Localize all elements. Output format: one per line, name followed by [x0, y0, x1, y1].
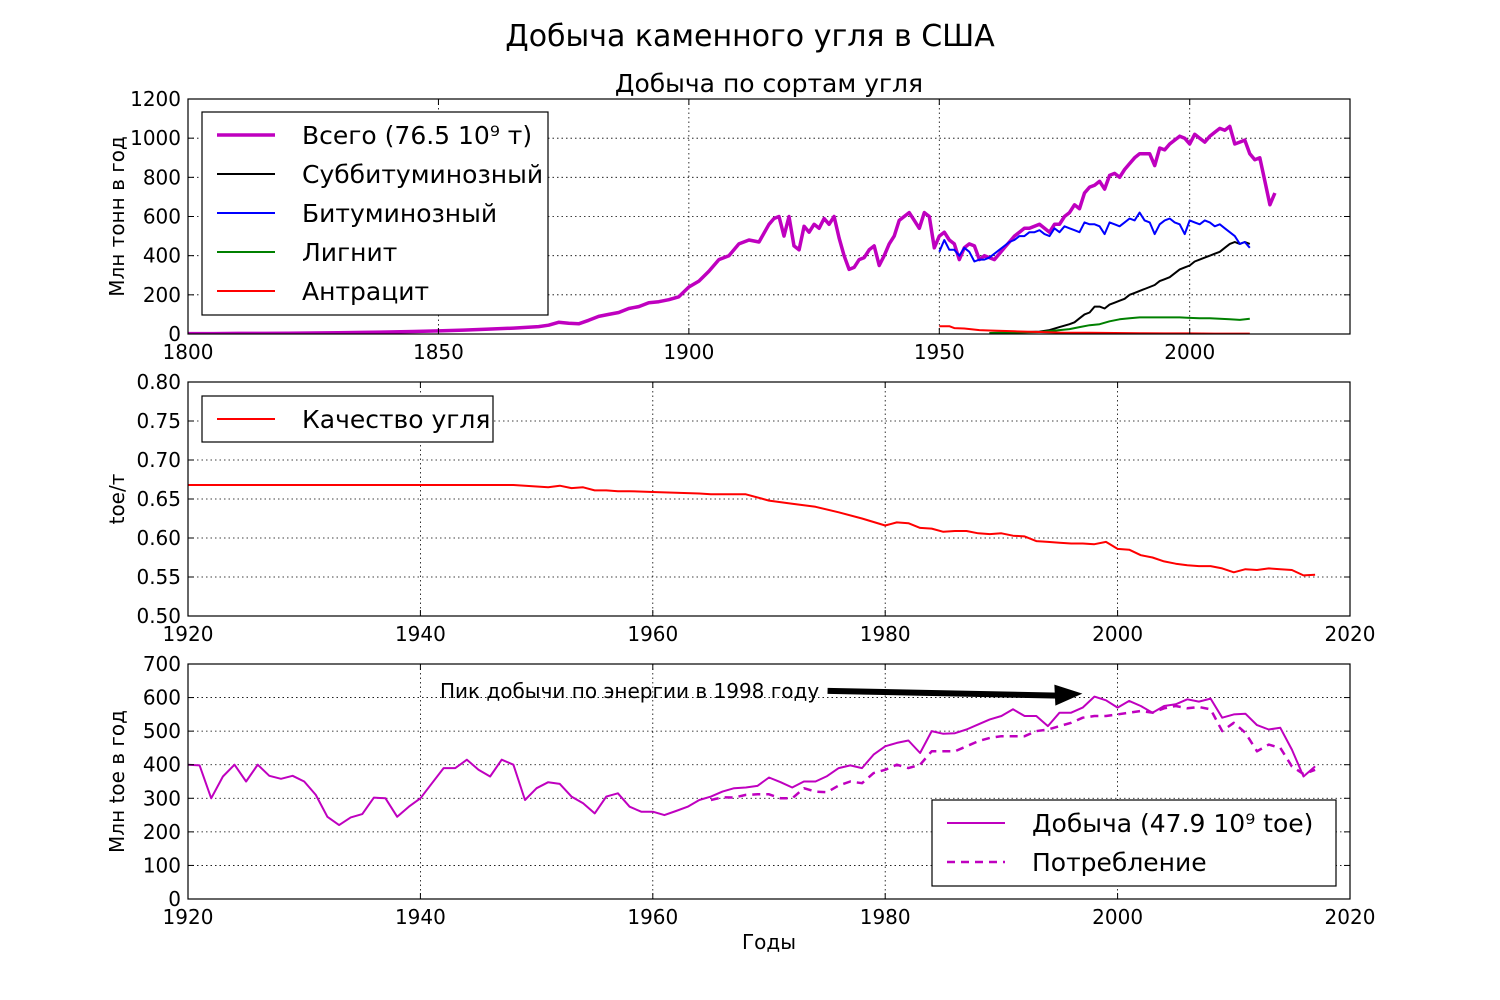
- y-tick-label: 100: [143, 853, 181, 877]
- x-tick-label: 1980: [860, 622, 911, 646]
- y-axis-label: Млн toe в год: [105, 710, 129, 853]
- y-tick-label: 200: [143, 820, 181, 844]
- series-lines: [188, 484, 1316, 577]
- x-tick-label: 2000: [1092, 622, 1143, 646]
- y-tick-label: 600: [143, 205, 181, 229]
- x-tick-label: 1940: [395, 622, 446, 646]
- y-tick-label: 300: [143, 786, 181, 810]
- y-tick-label: 400: [143, 753, 181, 777]
- x-tick-label: 1920: [163, 622, 214, 646]
- series-line-1: [188, 124, 1277, 334]
- x-tick-label: 2020: [1325, 905, 1376, 929]
- y-tick-label: 800: [143, 165, 181, 189]
- x-tick-label: 2000: [1092, 905, 1143, 929]
- y-tick-label: 400: [143, 244, 181, 268]
- series-line-2: [710, 704, 1316, 802]
- y-tick-label: 0.75: [136, 409, 181, 433]
- x-tick-label: 1850: [413, 340, 464, 364]
- series-line-3: [938, 211, 1251, 263]
- series-line-5: [939, 325, 1250, 334]
- x-tick-label: 1950: [914, 340, 965, 364]
- x-tick-label: 1920: [163, 905, 214, 929]
- y-axis-label: Млн тонн в год: [105, 136, 129, 297]
- legend-label: Антрацит: [302, 277, 429, 306]
- series-line-4: [989, 316, 1250, 334]
- legend-label: Потребление: [1032, 848, 1207, 877]
- x-tick-label: 1800: [163, 340, 214, 364]
- y-tick-label: 0: [168, 322, 181, 346]
- y-tick-label: 0.50: [136, 604, 181, 628]
- x-tick-label: 1960: [627, 622, 678, 646]
- legend-label: Добыча (47.9 10⁹ toe): [1032, 809, 1313, 838]
- y-tick-label: 0.80: [136, 370, 181, 394]
- subplot-title: Добыча по сортам угля: [615, 69, 923, 98]
- series-line-1: [188, 695, 1316, 827]
- annotation-arrow-head: [1054, 684, 1083, 706]
- series-line-2: [989, 241, 1251, 334]
- y-tick-label: 200: [143, 283, 181, 307]
- y-tick-label: 0: [168, 887, 181, 911]
- subplot-2: 1920 1940 1960 1980 2000 2020 0.50 0.55 0.60 0.65…: [105, 370, 1375, 646]
- annotation-arrow-shaft: [827, 687, 1059, 699]
- y-tick-label: 0.55: [136, 565, 181, 589]
- y-axis-label: toe/т: [105, 473, 129, 524]
- y-tick-label: 0.70: [136, 448, 181, 472]
- y-tick-label: 1200: [130, 87, 181, 111]
- annotation-text: Пик добычи по энергии в 1998 году: [440, 679, 819, 703]
- x-tick-label: 1980: [860, 905, 911, 929]
- figure-title: Добыча каменного угля в США: [505, 19, 995, 54]
- y-tick-label: 700: [143, 652, 181, 676]
- legend-label: Качество угля: [302, 405, 490, 434]
- x-tick-label: 2020: [1325, 622, 1376, 646]
- ticks: 1920 1940 1960 1980 2000 2020 0 100 200 300 400 500…: [143, 652, 1376, 929]
- subplot-1: 1800 1850 1900 1950 2000 0 200 400 600 800 1000 120…: [105, 69, 1351, 364]
- legend-box: [931, 799, 1337, 887]
- legend-label: Битуминозный: [302, 199, 497, 228]
- y-tick-label: 0.60: [136, 526, 181, 550]
- ticks: 1920 1940 1960 1980 2000 2020 0.50 0.55 0.60 0.65…: [136, 370, 1375, 646]
- legend-label: Всего (76.5 10⁹ т): [302, 121, 532, 150]
- subplot-3: 1920 1940 1960 1980 2000 2020 0 100 200 300 400 500…: [105, 652, 1375, 954]
- series-lines: [188, 124, 1277, 334]
- series-line-1: [188, 484, 1316, 577]
- x-tick-label: 1900: [663, 340, 714, 364]
- axes-frame: [187, 663, 1351, 900]
- x-axis-label: Годы: [742, 930, 796, 954]
- ticks: 1800 1850 1900 1950 2000 0 200 400 600 800 1000 120…: [130, 87, 1350, 364]
- x-tick-label: 2000: [1164, 340, 1215, 364]
- x-tick-label: 1940: [395, 905, 446, 929]
- legend: Всего (76.5 10⁹ т) Суббитуминозный Битумин…: [201, 111, 549, 316]
- x-tick-label: 1960: [627, 905, 678, 929]
- y-tick-label: 0.65: [136, 487, 181, 511]
- series-lines: [188, 695, 1316, 827]
- legend-label: Суббитуминозный: [302, 160, 543, 189]
- y-tick-label: 500: [143, 719, 181, 743]
- legend: Добыча (47.9 10⁹ toe) Потребление: [931, 799, 1337, 887]
- legend-label: Лигнит: [302, 238, 397, 267]
- y-tick-label: 600: [143, 686, 181, 710]
- y-tick-label: 1000: [130, 126, 181, 150]
- legend: Качество угля: [201, 395, 494, 443]
